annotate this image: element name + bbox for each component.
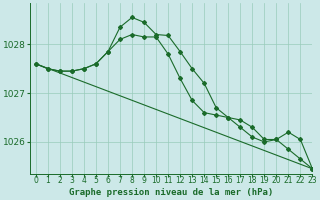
X-axis label: Graphe pression niveau de la mer (hPa): Graphe pression niveau de la mer (hPa) <box>69 188 273 197</box>
